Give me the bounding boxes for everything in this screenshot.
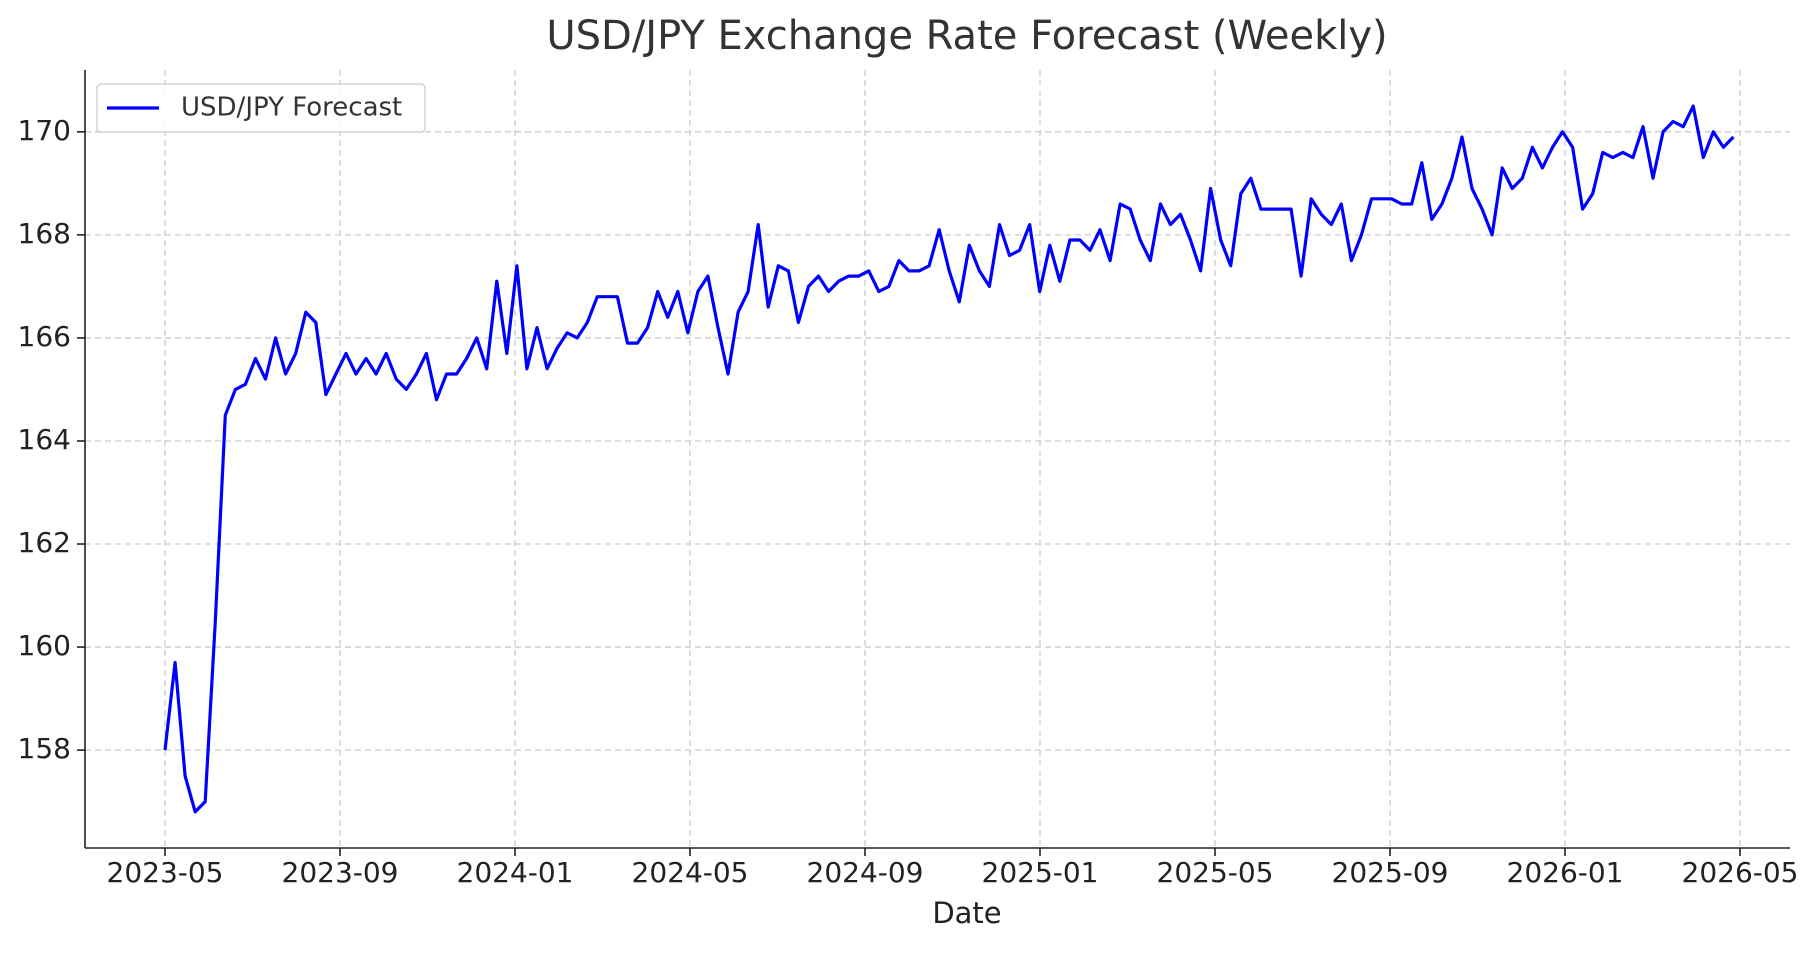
legend-label: USD/JPY Forecast (181, 93, 402, 123)
x-tick-label: 2026-05 (1682, 856, 1799, 889)
x-tick-label: 2025-05 (1157, 856, 1274, 889)
y-tick-label: 164 (18, 423, 71, 456)
x-axis-label: Date (932, 896, 1001, 930)
x-tick-label: 2024-09 (807, 856, 924, 889)
y-tick-label: 170 (18, 114, 71, 147)
y-tick-label: 158 (18, 732, 71, 765)
legend-box (96, 83, 426, 133)
x-tick-label: 2026-01 (1507, 856, 1624, 889)
x-tick-label: 2024-05 (632, 856, 749, 889)
legend: USD/JPY Forecast (96, 83, 426, 133)
x-tick-label: 2023-05 (107, 856, 224, 889)
x-tick-label: 2023-09 (282, 856, 399, 889)
x-tick-label: 2024-01 (457, 856, 574, 889)
y-tick-label: 168 (18, 217, 71, 250)
y-tick-label: 162 (18, 526, 71, 559)
series-line (163, 104, 1735, 814)
x-tick-label: 2025-09 (1332, 856, 1449, 889)
y-tick-label: 160 (18, 629, 71, 662)
x-tick-label: 2025-01 (982, 856, 1099, 889)
y-tick-label: 166 (18, 320, 71, 353)
chart-title: USD/JPY Exchange Rate Forecast (Weekly) (546, 13, 1387, 59)
